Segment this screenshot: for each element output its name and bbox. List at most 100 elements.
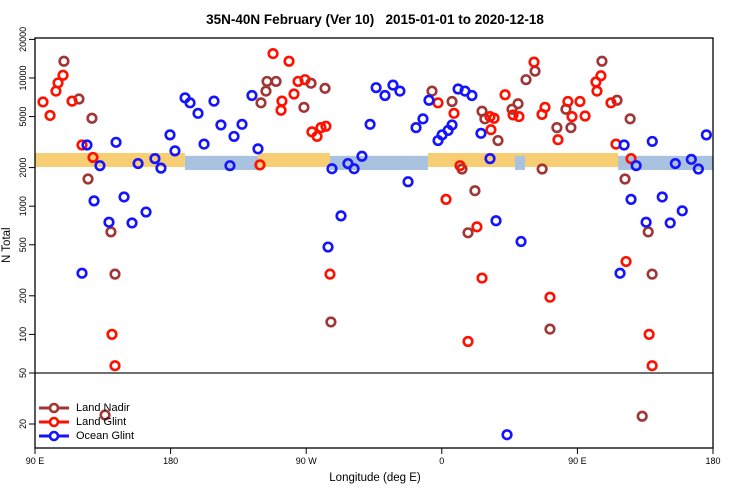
x-tick-label: 180 bbox=[163, 456, 178, 466]
data-point-ocean-glint bbox=[656, 191, 668, 203]
data-point-ocean-glint bbox=[618, 139, 630, 151]
y-axis-title: N Total bbox=[1, 227, 13, 263]
x-axis-title: Longitude (deg E) bbox=[329, 472, 421, 484]
data-point-land-glint bbox=[591, 85, 603, 97]
data-point-ocean-glint bbox=[630, 160, 642, 172]
data-point-land-glint bbox=[66, 95, 78, 107]
data-point-land-glint bbox=[625, 153, 637, 165]
data-point-land-nadir bbox=[270, 75, 282, 88]
data-point-land-glint bbox=[320, 120, 332, 132]
data-point-land-glint bbox=[513, 110, 525, 123]
data-point-land-glint bbox=[528, 56, 540, 68]
legend-label-ocean-glint: Ocean Glint bbox=[76, 430, 135, 442]
data-point-ocean-glint bbox=[326, 163, 338, 175]
data-point-land-glint bbox=[57, 69, 69, 81]
y-tick-label: 2000 bbox=[18, 158, 28, 178]
data-point-land-glint bbox=[620, 255, 632, 268]
data-point-ocean-glint bbox=[215, 119, 227, 131]
data-point-land-nadir bbox=[520, 74, 532, 86]
land-glint-marker-icon bbox=[39, 416, 69, 428]
land-nadir-marker-icon bbox=[39, 402, 69, 414]
legend-label-land-nadir: Land Nadir bbox=[76, 402, 130, 414]
data-point-land-nadir bbox=[536, 163, 548, 175]
chart-title: 35N-40N February (Ver 10) 2015-01-01 to … bbox=[206, 12, 544, 27]
data-point-land-nadir bbox=[255, 97, 267, 109]
y-tick-label: 20000 bbox=[18, 27, 28, 52]
ocean-band bbox=[515, 155, 525, 171]
data-point-land-nadir bbox=[636, 410, 648, 422]
data-point-land-glint bbox=[44, 109, 56, 122]
data-point-land-nadir bbox=[298, 101, 310, 113]
x-tick-label: 180 bbox=[705, 456, 720, 466]
data-point-land-nadir bbox=[492, 134, 504, 147]
data-point-ocean-glint bbox=[224, 160, 236, 172]
data-point-land-nadir bbox=[646, 268, 658, 280]
data-point-land-nadir bbox=[462, 227, 474, 239]
data-point-land-nadir bbox=[261, 75, 273, 88]
data-point-land-glint bbox=[254, 159, 266, 171]
x-tick-label: 90 E bbox=[26, 456, 45, 466]
data-point-land-glint bbox=[432, 97, 444, 109]
data-point-land-nadir bbox=[624, 113, 636, 125]
data-point-ocean-glint bbox=[236, 118, 248, 130]
data-point-land-nadir bbox=[642, 226, 654, 238]
land-band bbox=[35, 152, 185, 168]
data-point-ocean-glint bbox=[132, 157, 144, 170]
ocean-band bbox=[330, 155, 428, 171]
data-point-land-nadir bbox=[619, 173, 631, 185]
ocean-band bbox=[618, 155, 713, 171]
data-point-ocean-glint bbox=[246, 89, 258, 102]
y-tick-label: 20 bbox=[18, 419, 28, 429]
data-point-ocean-glint bbox=[228, 130, 240, 143]
data-point-ocean-glint bbox=[466, 89, 478, 102]
data-point-ocean-glint bbox=[322, 241, 334, 253]
data-point-ocean-glint bbox=[192, 107, 204, 119]
data-point-land-nadir bbox=[58, 55, 70, 67]
data-point-ocean-glint bbox=[184, 97, 196, 109]
data-point-land-glint bbox=[544, 291, 556, 303]
data-point-ocean-glint bbox=[356, 150, 368, 162]
data-point-land-glint bbox=[109, 360, 121, 372]
data-point-land-nadir bbox=[446, 95, 458, 108]
data-point-ocean-glint bbox=[126, 217, 138, 229]
data-point-ocean-glint bbox=[103, 216, 115, 228]
data-point-ocean-glint bbox=[515, 235, 527, 248]
data-point-ocean-glint bbox=[402, 176, 414, 188]
y-tick-label: 50 bbox=[18, 368, 28, 378]
data-point-ocean-glint bbox=[88, 195, 100, 207]
data-point-land-glint bbox=[454, 160, 466, 172]
y-tick-label: 200 bbox=[18, 288, 28, 303]
data-point-ocean-glint bbox=[676, 205, 688, 217]
data-point-ocean-glint bbox=[149, 153, 161, 165]
data-point-ocean-glint bbox=[155, 162, 167, 174]
data-point-ocean-glint bbox=[423, 94, 435, 106]
data-point-ocean-glint bbox=[364, 118, 376, 130]
data-point-ocean-glint bbox=[81, 139, 93, 151]
data-point-land-glint bbox=[275, 104, 287, 116]
y-tick-label: 5000 bbox=[18, 107, 28, 127]
data-point-ocean-glint bbox=[475, 127, 487, 139]
data-point-land-nadir bbox=[551, 122, 563, 134]
data-point-land-glint bbox=[643, 328, 655, 340]
x-tick-label: 0 bbox=[439, 456, 444, 466]
land-band bbox=[257, 152, 331, 168]
data-point-ocean-glint bbox=[169, 145, 181, 157]
data-point-ocean-glint bbox=[394, 85, 406, 97]
data-point-land-glint bbox=[566, 110, 578, 123]
data-point-land-glint bbox=[476, 272, 488, 284]
data-point-land-glint bbox=[539, 101, 551, 113]
data-point-ocean-glint bbox=[484, 153, 496, 165]
y-tick-label: 10000 bbox=[18, 65, 28, 90]
data-point-land-glint bbox=[488, 112, 500, 124]
y-tick-label: 1000 bbox=[18, 196, 28, 216]
data-point-land-nadir bbox=[319, 82, 331, 94]
data-point-land-glint bbox=[574, 95, 586, 108]
data-point-land-glint bbox=[499, 89, 511, 101]
x-tick-label: 90 E bbox=[568, 456, 587, 466]
data-point-ocean-glint bbox=[685, 153, 697, 165]
data-point-ocean-glint bbox=[490, 215, 502, 227]
data-point-ocean-glint bbox=[692, 163, 704, 175]
data-point-ocean-glint bbox=[646, 135, 658, 148]
legend: Land Nadir Land Glint Ocean Glint bbox=[38, 401, 134, 443]
